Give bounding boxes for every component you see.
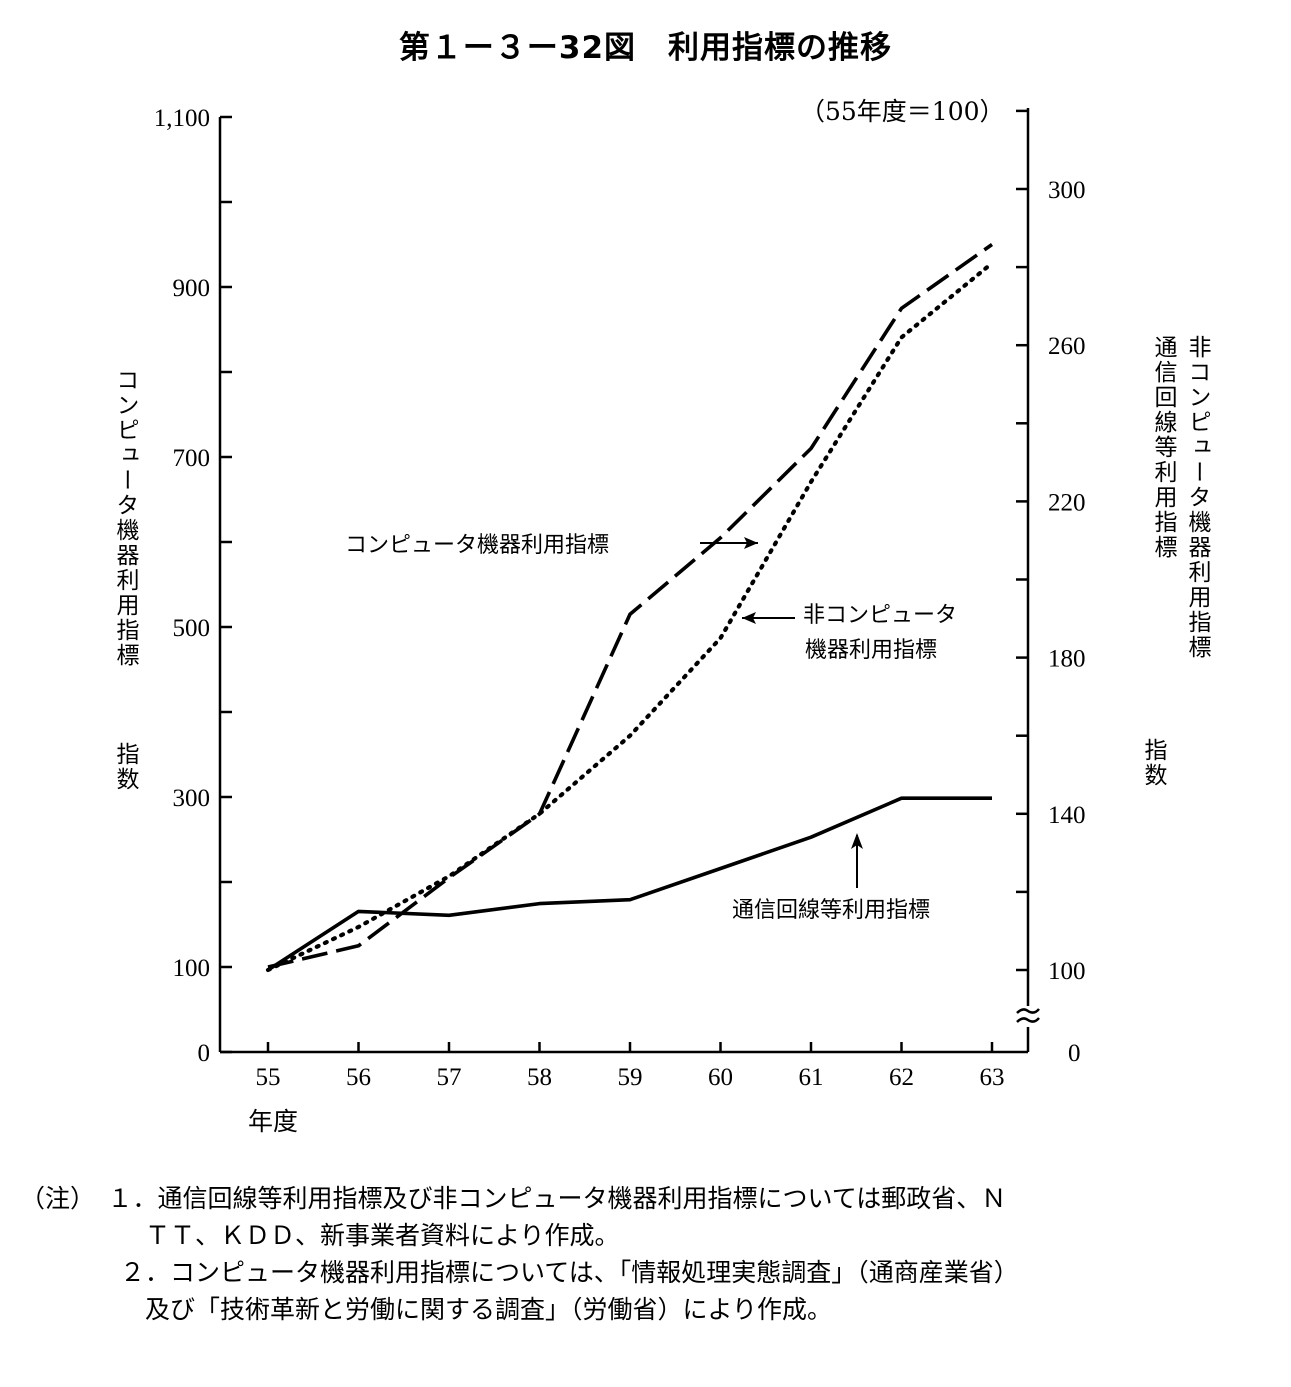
y-right-axis-unit: 指数 <box>1140 738 1166 788</box>
x-tick-label: 55 <box>256 1064 281 1091</box>
note-line: （注） １．通信回線等利用指標及び非コンピュータ機器利用指標については郵政省、Ｎ <box>20 1184 1007 1213</box>
y-left-tick-label: 1,100 <box>154 105 210 132</box>
x-tick-label: 58 <box>527 1064 552 1091</box>
annotation-noncomputer-line2: 機器利用指標 <box>805 638 937 663</box>
axis-break-mark <box>1016 1008 1040 1014</box>
chart-title: 第１ー３ー32図 利用指標の推移 <box>398 30 893 66</box>
y-right-zero-label: 0 <box>1068 1040 1081 1067</box>
y-right-tick-label: 300 <box>1048 177 1086 204</box>
arrow-head <box>744 537 758 549</box>
annotation-computer: コンピュータ機器利用指標 <box>345 533 609 558</box>
x-tick-label: 57 <box>437 1064 462 1091</box>
y-right-axis-label-line2: 通信回線等利用指標 <box>1150 335 1176 560</box>
y-right-tick-label: 100 <box>1048 958 1086 985</box>
x-tick-label: 59 <box>618 1064 643 1091</box>
note-line: 及び「技術革新と労働に関する調査」（労働省）により作成。 <box>20 1295 833 1324</box>
notes: （注） １．通信回線等利用指標及び非コンピュータ機器利用指標については郵政省、Ｎ… <box>20 1180 1280 1328</box>
y-right-tick-label: 180 <box>1048 646 1086 673</box>
y-right-tick-label: 260 <box>1048 333 1086 360</box>
line-chart: 0 100 300 500 700 900 1,100 100 140 180 220 260 300 0… <box>154 105 1086 1091</box>
note-line: ２．コンピュータ機器利用指標については、「情報処理実態調査」（通商産業省） <box>20 1258 1019 1287</box>
x-tick-label: 61 <box>799 1064 824 1091</box>
annotation-noncomputer-line1: 非コンピュータ <box>803 603 957 628</box>
arrow-head <box>742 612 756 624</box>
note-line: ＴＴ、ＫＤＤ、新事業者資料により作成。 <box>20 1221 620 1250</box>
axis-break-mark <box>1016 1017 1040 1023</box>
y-left-axis-unit: 指数 <box>112 742 138 792</box>
chart-axes: 0 100 300 500 700 900 1,100 100 140 180 220 260 300 0… <box>154 105 1086 1091</box>
y-right-tick-label: 140 <box>1048 802 1086 829</box>
x-tick-label: 62 <box>889 1064 914 1091</box>
arrow-head <box>851 833 863 849</box>
y-left-axis-label: コンピュータ機器利用指標 <box>112 368 138 668</box>
chart-series <box>265 243 995 973</box>
x-tick-label: 60 <box>708 1064 733 1091</box>
y-left-tick-label: 100 <box>173 955 211 982</box>
annotation-comm: 通信回線等利用指標 <box>732 898 930 923</box>
y-right-tick-label: 220 <box>1048 489 1086 516</box>
y-left-tick-label: 700 <box>173 445 211 472</box>
y-left-tick-label: 300 <box>173 785 211 812</box>
x-tick-label: 56 <box>346 1064 371 1091</box>
y-left-tick-label: 500 <box>173 615 211 642</box>
x-tick-label: 63 <box>980 1064 1005 1091</box>
base-year-note: （55年度＝100） <box>800 97 1005 126</box>
y-right-axis-label: 非コンピュータ機器利用指標 通信回線等利用指標 <box>1150 335 1210 660</box>
y-left-tick-label: 0 <box>198 1040 211 1067</box>
y-right-axis-label-line1: 非コンピュータ機器利用指標 <box>1184 335 1210 660</box>
series-line-solid <box>267 796 992 972</box>
x-axis-unit: 年度 <box>248 1107 299 1136</box>
y-left-tick-label: 900 <box>173 275 211 302</box>
